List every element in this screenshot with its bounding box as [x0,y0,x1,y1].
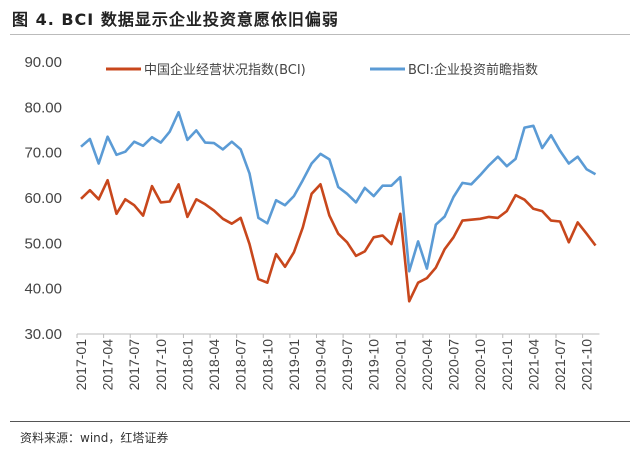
series-line-1 [80,178,597,303]
figure-title: 图 4. BCI 数据显示企业投资意愿依旧偏弱 [12,10,339,29]
x-tick-label: 2019-07 [339,339,355,391]
y-axis: 30.00 40.00 50.00 60.00 70.00 80.00 90.00 [24,54,62,343]
x-tick-label: 2019-10 [366,339,382,391]
x-tick-label: 2021-04 [525,339,541,391]
x-tick-label: 2018-04 [206,339,222,391]
y-tick-label: 50.00 [24,235,62,252]
x-tick-label: 2021-10 [579,339,595,391]
y-tick-label: 70.00 [24,145,62,162]
x-tick-label: 2021-01 [499,339,515,391]
x-axis: 2017-01 2017-04 2017-07 2017-10 2018-01 2018-… [73,333,600,391]
series-line-2 [80,110,597,273]
x-tick-label: 2017-04 [100,339,116,391]
series-lines [80,110,597,303]
y-tick-label: 60.00 [24,190,62,207]
y-tick-label: 30.00 [24,326,62,343]
legend: 中国企业经营状况指数(BCI) BCI:企业投资前瞻指数 [106,62,538,78]
x-tick-label: 2019-04 [312,339,328,391]
x-tick-label: 2020-07 [446,339,462,391]
legend-label-2: BCI:企业投资前瞻指数 [408,62,538,78]
title-divider [10,34,630,35]
x-tick-label: 2020-01 [392,339,408,391]
x-tick-label: 2021-07 [552,339,568,391]
line-chart: 30.00 40.00 50.00 60.00 70.00 80.00 90.00 2017… [24,54,600,391]
x-tick-label: 2017-01 [73,339,89,391]
x-tick-label: 2017-07 [126,339,142,391]
x-tick-label: 2018-10 [259,339,275,391]
x-tick-label: 2018-07 [233,339,249,391]
x-tick-label: 2018-01 [179,339,195,391]
source-divider [10,421,630,422]
x-tick-label: 2020-10 [472,339,488,391]
source-note: 资料来源：wind，红塔证券 [20,431,169,445]
y-tick-label: 90.00 [24,54,62,71]
x-tick-label: 2019-01 [286,339,302,391]
x-tick-label: 2017-10 [153,339,169,391]
legend-label-1: 中国企业经营状况指数(BCI) [144,62,306,78]
y-tick-label: 80.00 [24,99,62,116]
y-tick-label: 40.00 [24,281,62,298]
x-tick-label: 2020-04 [419,339,435,391]
